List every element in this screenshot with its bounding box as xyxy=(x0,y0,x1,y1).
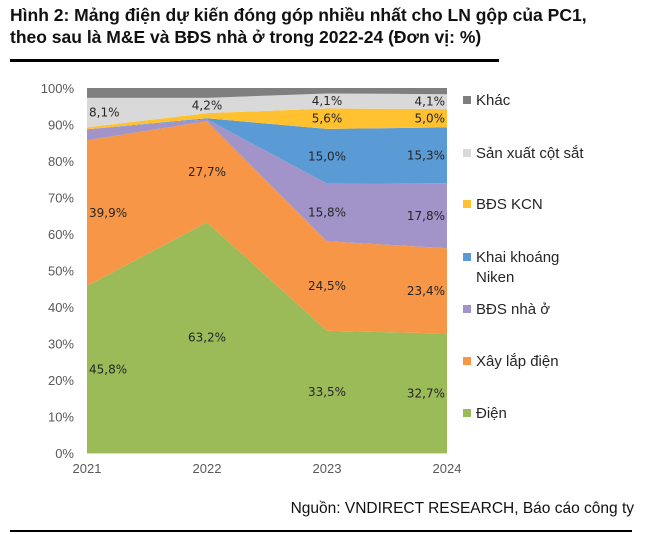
data-label-bds-kcn: 5,6% xyxy=(312,112,343,126)
legend-swatch xyxy=(463,253,471,261)
figure-title-line-1: Hình 2: Mảng điện dự kiến đóng góp nhiều… xyxy=(10,5,587,25)
y-tick-label: 0% xyxy=(55,446,74,461)
y-tick-label: 90% xyxy=(48,118,74,133)
figure-title-line-2: theo sau là M&E và BĐS nhà ở trong 2022-… xyxy=(10,27,482,47)
area-series-group xyxy=(87,88,447,453)
data-label-san-xuat-cot-sat: 4,1% xyxy=(312,94,343,108)
title-underline xyxy=(10,59,499,62)
legend-label: BĐS KCN xyxy=(476,196,543,213)
legend-swatch xyxy=(463,200,471,208)
legend-item-khai-khoang-niken: Khai khoáng Niken xyxy=(463,249,559,286)
x-tick-label: 2023 xyxy=(313,461,342,476)
data-label-san-xuat-cot-sat: 8,1% xyxy=(89,106,120,120)
y-tick-label: 10% xyxy=(48,410,74,425)
area-dien xyxy=(87,222,447,453)
data-label-khai-khoang-niken: 15,0% xyxy=(308,149,346,163)
data-label-bds-nha-o: 17,8% xyxy=(407,209,445,223)
x-tick-label: 2024 xyxy=(433,461,462,476)
area-xay-lap-dien xyxy=(87,121,447,334)
area-san-xuat-cot-sat xyxy=(87,93,447,128)
area-khac xyxy=(87,88,447,98)
legend: Khác Sản xuất cột sắt BĐS KCN Khai khoáng Ni… xyxy=(463,92,584,422)
y-tick-label: 80% xyxy=(48,154,74,169)
data-label-dien: 33,5% xyxy=(308,385,346,399)
legend-label: Khác xyxy=(476,92,511,109)
area-khai-khoang-niken xyxy=(87,118,447,184)
data-label-dien: 63,2% xyxy=(188,331,226,345)
data-label-xay-lap-dien: 39,9% xyxy=(89,206,127,220)
data-label-dien: 32,7% xyxy=(407,386,445,400)
legend-swatch xyxy=(463,149,471,157)
data-label-san-xuat-cot-sat: 4,2% xyxy=(192,99,223,113)
data-label-xay-lap-dien: 23,4% xyxy=(407,284,445,298)
data-label-bds-kcn: 5,0% xyxy=(415,111,446,125)
data-label-bds-nha-o: 15,8% xyxy=(308,205,346,219)
legend-item-bds-nha-o: BĐS nhà ở xyxy=(463,301,550,318)
y-tick-label: 20% xyxy=(48,373,74,388)
legend-label: Điện xyxy=(476,405,507,422)
y-axis: 0% 10% 20% 30% 40% 50% 60% 70% 80% 90% 100% xyxy=(41,81,75,461)
legend-item-dien: Điện xyxy=(463,405,507,422)
data-label-xay-lap-dien: 27,7% xyxy=(188,165,226,179)
data-label-dien: 45,8% xyxy=(89,362,127,376)
data-label-xay-lap-dien: 24,5% xyxy=(308,279,346,293)
legend-swatch xyxy=(463,409,471,417)
x-tick-label: 2021 xyxy=(73,461,102,476)
y-tick-label: 40% xyxy=(48,300,74,315)
y-tick-label: 70% xyxy=(48,191,74,206)
y-tick-label: 30% xyxy=(48,337,74,352)
legend-swatch xyxy=(463,305,471,313)
legend-label: Xây lắp điện xyxy=(476,353,559,370)
area-bds-nha-o xyxy=(87,119,447,249)
x-tick-label: 2022 xyxy=(193,461,222,476)
y-tick-label: 50% xyxy=(48,264,74,279)
data-labels: 45,8% 63,2% 33,5% 32,7% 39,9% 27,7% 24,5% 23,4%… xyxy=(89,94,445,400)
data-label-khai-khoang-niken: 15,3% xyxy=(407,148,445,162)
area-bds-kcn xyxy=(87,108,447,130)
source-note: Nguồn: VNDIRECT RESEARCH, Báo cáo công t… xyxy=(290,500,634,517)
legend-label: Khai khoáng xyxy=(476,249,559,266)
y-tick-label: 100% xyxy=(41,81,75,96)
data-label-san-xuat-cot-sat: 4,1% xyxy=(415,95,446,109)
y-tick-label: 60% xyxy=(48,227,74,242)
legend-label: BĐS nhà ở xyxy=(476,301,550,318)
legend-item-san-xuat-cot-sat: Sản xuất cột sắt xyxy=(463,145,584,162)
legend-item-khac: Khác xyxy=(463,92,511,109)
legend-label: Sản xuất cột sắt xyxy=(476,145,584,162)
legend-item-xay-lap-dien: Xây lắp điện xyxy=(463,353,559,370)
figure-title: Hình 2: Mảng điện dự kiến đóng góp nhiều… xyxy=(10,4,660,48)
bottom-rule xyxy=(10,530,632,532)
x-axis: 2021 2022 2023 2024 xyxy=(73,453,462,476)
legend-label: Niken xyxy=(476,269,514,286)
legend-swatch xyxy=(463,357,471,365)
legend-swatch xyxy=(463,96,471,104)
legend-item-bds-kcn: BĐS KCN xyxy=(463,196,543,213)
